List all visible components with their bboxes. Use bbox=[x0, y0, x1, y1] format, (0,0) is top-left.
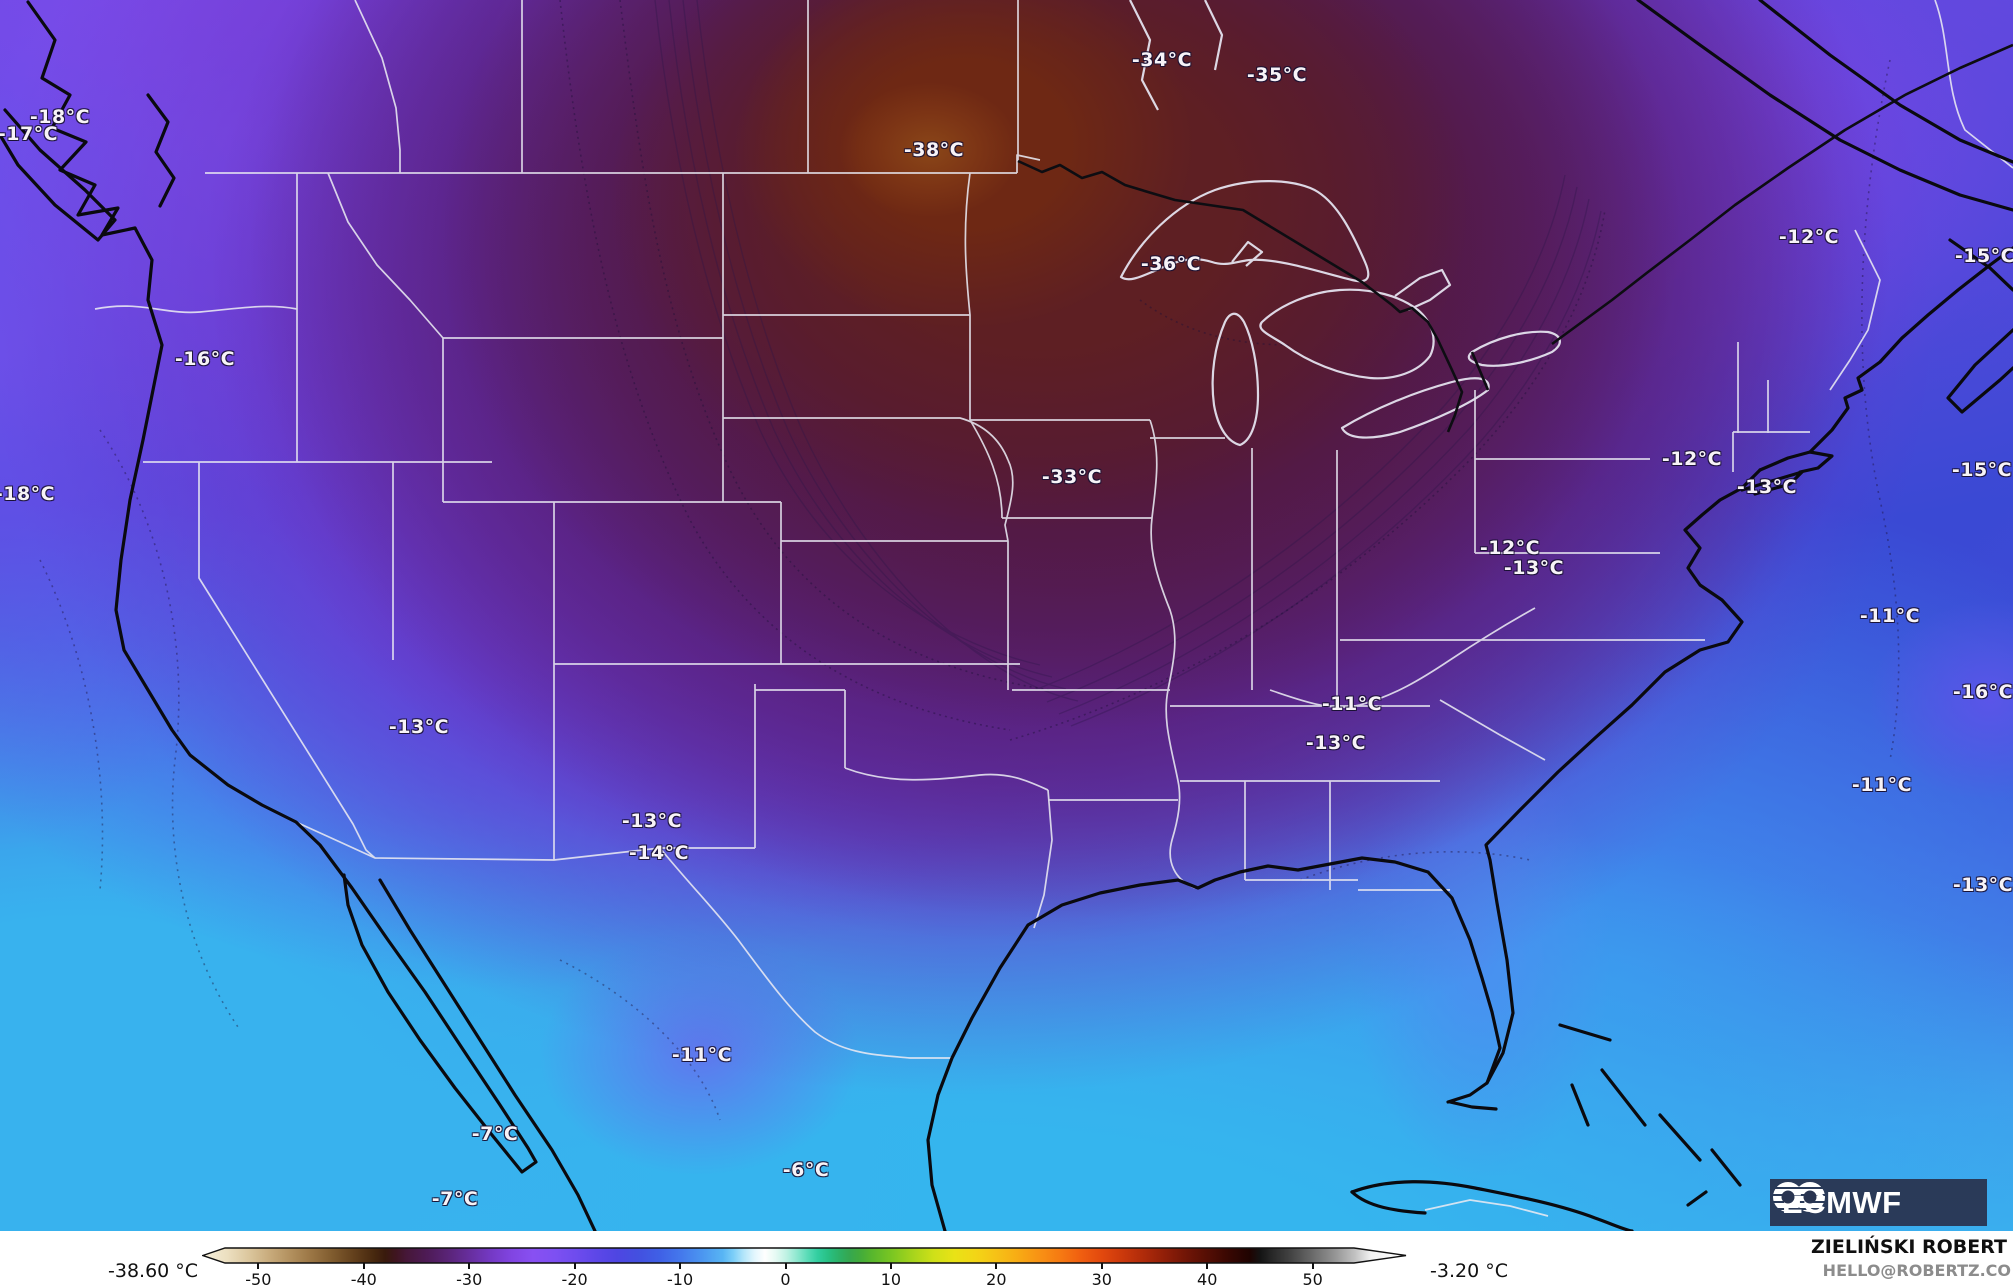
colorbar-tick-label: 30 bbox=[1091, 1270, 1112, 1287]
temp-label: -11°C bbox=[1851, 774, 1913, 796]
contour-band-lines bbox=[654, 0, 1602, 727]
colorbar-min-value: -38.60 °C bbox=[108, 1260, 199, 1282]
temp-label: -13°C bbox=[1305, 732, 1367, 754]
temp-label: -38°C bbox=[903, 139, 965, 161]
coastline-paths bbox=[0, 0, 2013, 1231]
colorbar-tick-label: 50 bbox=[1302, 1270, 1323, 1287]
ecmwf-logo-icon bbox=[1773, 1182, 1825, 1212]
colorbar-tick-label: 10 bbox=[880, 1270, 902, 1287]
temp-label: -15°C bbox=[1954, 245, 2013, 267]
temp-label: -36°C bbox=[1140, 253, 1202, 275]
temp-label: -7°C bbox=[471, 1123, 519, 1145]
attribution-name: ZIELIŃSKI ROBERT bbox=[1811, 1236, 2007, 1258]
temp-label: -11°C bbox=[1859, 605, 1921, 627]
temp-label: -17°C bbox=[0, 123, 59, 145]
colorbar-tick bbox=[573, 1263, 576, 1269]
colorbar-tick bbox=[362, 1263, 365, 1269]
contour-dashed-lines bbox=[39, 0, 1900, 1121]
temp-label: -7°C bbox=[431, 1188, 479, 1210]
colorbar-tick bbox=[679, 1263, 682, 1269]
colorbar-tick-label: -50 bbox=[245, 1270, 272, 1287]
colorbar-tick-label: -30 bbox=[456, 1270, 483, 1287]
colorbar-tick-label: 40 bbox=[1197, 1270, 1218, 1287]
map-overlay-svg bbox=[0, 0, 2013, 1231]
colorbar-tick-label: 20 bbox=[986, 1270, 1007, 1287]
colorbar bbox=[202, 1247, 1407, 1264]
temp-label: -13°C bbox=[1952, 874, 2013, 896]
colorbar-tick-label: 0 bbox=[780, 1270, 791, 1287]
colorbar-tick bbox=[1311, 1263, 1314, 1269]
temp-label: -14°C bbox=[628, 842, 690, 864]
colorbar-tick bbox=[257, 1263, 260, 1269]
temp-label: -13°C bbox=[1736, 476, 1798, 498]
temp-label: -12°C bbox=[1479, 537, 1541, 559]
temp-label: -12°C bbox=[1661, 448, 1723, 470]
colorbar-tick bbox=[784, 1263, 787, 1269]
temp-label: -13°C bbox=[621, 810, 683, 832]
temp-label: -12°C bbox=[1778, 226, 1840, 248]
temp-label: -6°C bbox=[782, 1159, 830, 1181]
temp-label: -13°C bbox=[388, 716, 450, 738]
colorbar-tick-label: -40 bbox=[350, 1270, 377, 1287]
colorbar-tick bbox=[995, 1263, 998, 1269]
temp-label: -18°C bbox=[29, 106, 91, 128]
colorbar-tick-label: -20 bbox=[561, 1270, 588, 1287]
temp-label: -34°C bbox=[1131, 49, 1193, 71]
colorbar-max-value: -3.20 °C bbox=[1430, 1260, 1508, 1282]
colorbar-tick bbox=[468, 1263, 471, 1269]
temp-label: -33°C bbox=[1041, 466, 1103, 488]
temp-label: -11°C bbox=[671, 1044, 733, 1066]
colorbar-tick bbox=[889, 1263, 892, 1269]
temp-label: -16°C bbox=[1952, 681, 2013, 703]
ecmwf-logo-box: ECMWF bbox=[1770, 1179, 1987, 1226]
colorbar-shape bbox=[202, 1247, 1407, 1264]
state-border-paths bbox=[94, 0, 2013, 1217]
colorbar-tick bbox=[1206, 1263, 1209, 1269]
temp-label: -16°C bbox=[174, 348, 236, 370]
temp-label: -11°C bbox=[1321, 693, 1383, 715]
temperature-map-canvas: ECMWF bbox=[0, 0, 2013, 1231]
attribution-email: HELLO@ROBERTZ.CO bbox=[1822, 1261, 2011, 1280]
temp-label: -15°C bbox=[1951, 459, 2013, 481]
colorbar-tick-label: -10 bbox=[666, 1270, 694, 1287]
canada-border-black bbox=[1017, 43, 2013, 433]
colorbar-tick bbox=[1100, 1263, 1103, 1269]
temp-label: -13°C bbox=[1503, 557, 1565, 579]
temp-label: -18°C bbox=[0, 483, 56, 505]
temp-label: -35°C bbox=[1246, 64, 1308, 86]
